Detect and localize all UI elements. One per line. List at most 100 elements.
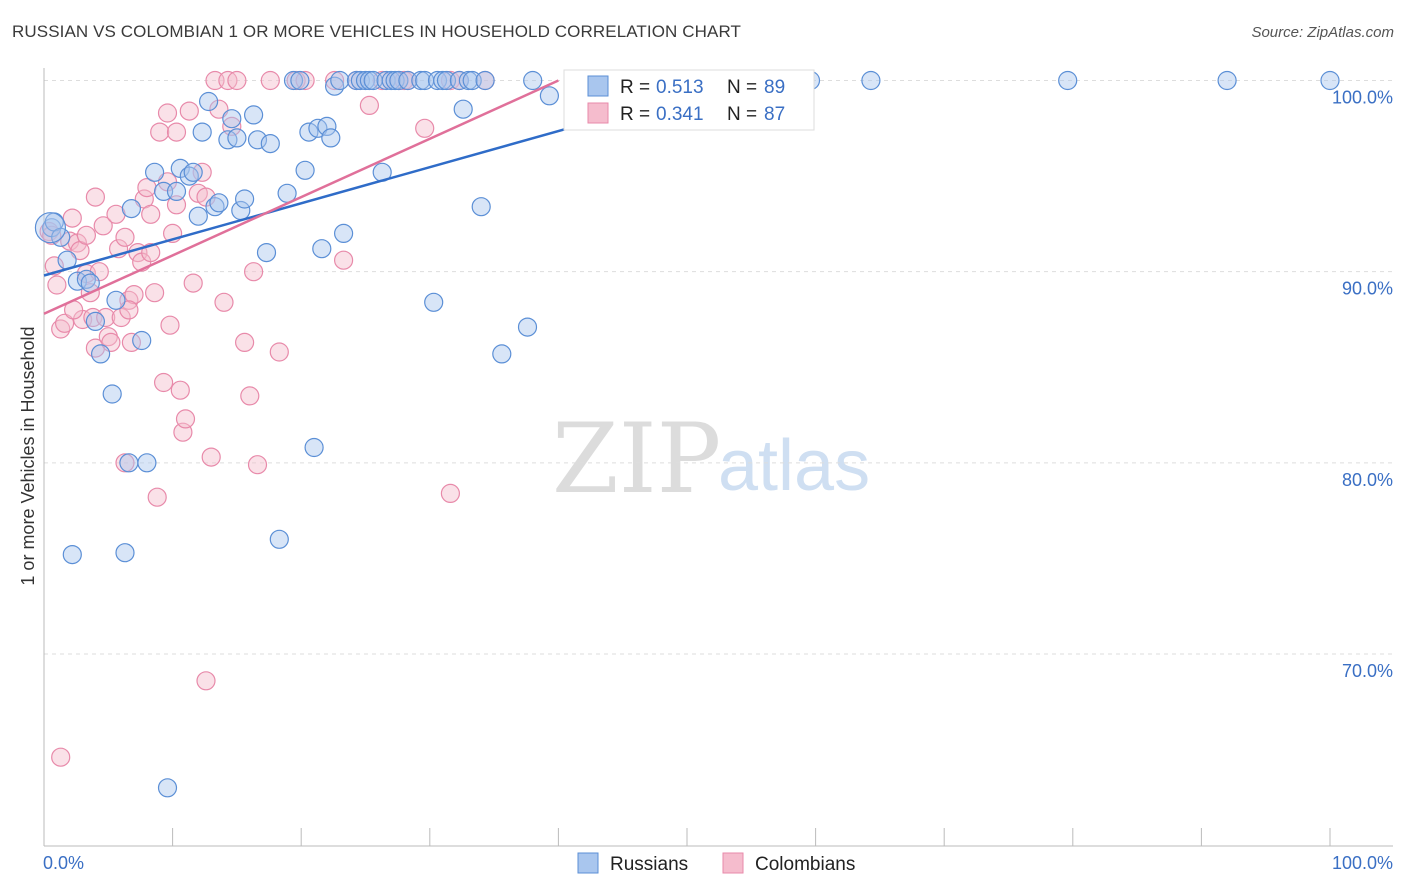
colombians-point [145,283,165,303]
russians-point [523,70,543,91]
russians-point [475,70,495,91]
colombians-point [62,208,82,228]
colombians-r-label: R = [620,104,650,125]
russians-point [269,529,289,549]
russians-point [222,109,242,129]
y-tick-label: 90.0% [1342,279,1393,299]
russians-point [183,162,203,182]
russians-point [471,197,491,217]
colombians-point [157,103,178,123]
colombians-point [244,262,264,282]
colombians-point [141,204,161,224]
russians-point [325,76,345,96]
colombians-point [214,292,234,312]
source-label: Source: ZipAtlas.com [1251,24,1394,41]
colombians-point [51,747,71,767]
legend-russians-label: Russians [610,854,688,875]
y-tick-label: 80.0% [1342,470,1393,490]
russians-point [861,70,881,91]
colombians-point [440,483,460,503]
colombians-point [154,372,174,393]
colombians-point [150,122,170,142]
colombians-point [247,455,268,475]
russians-point [1217,70,1237,91]
russians-point [227,128,247,148]
grid-lines [44,80,1393,655]
russians-point [145,162,165,182]
colombians-point [160,315,180,335]
colombians-point [196,671,216,691]
colombians-points [39,70,594,767]
russians-point [330,70,350,91]
colombians-point [359,95,379,116]
colombians-point [166,122,187,142]
russians-point [166,181,187,201]
colombians-point [175,409,196,429]
russians-point [334,223,354,243]
russians-point [137,453,157,473]
colombians-point [115,227,135,247]
colombians-point [119,300,139,320]
legend-russians-swatch [577,852,599,874]
colombians-trend-line [43,79,559,315]
russians-point [260,134,280,154]
russians-point [247,130,268,150]
legend-colombians-swatch [722,852,744,874]
russians-point [119,453,139,473]
russians-point [209,193,229,213]
colombians-point [47,275,67,295]
russians-point [283,70,304,91]
y-tick-label: 70.0% [1342,661,1393,681]
russians-r-value: 0.513 [656,77,704,98]
y-tick-labels: 70.0% 80.0% 90.0% 100.0% [1332,88,1393,682]
russians-point [492,344,512,364]
russians-point [235,189,255,209]
chart-title: RUSSIAN VS COLOMBIAN 1 OR MORE VEHICLES … [12,22,742,41]
x-tick-label-max: 100.0% [1332,853,1393,873]
russians-point [115,543,135,563]
russians-point [517,317,538,337]
stats-legend: R = 0.513 N = 89 R = 0.341 N = 87 [563,69,815,131]
colombians-r-value: 0.341 [656,104,704,125]
russians-point [192,122,212,142]
x-axis-ticks [172,828,1331,846]
y-axis-label: 1 or more Vehicles in Household [18,326,38,585]
russians-point [295,160,315,180]
colombians-point [54,313,75,333]
russians-point [188,206,208,226]
colombians-point [124,285,144,305]
colombians-n-value: 87 [764,104,785,125]
colombians-point [179,101,199,121]
russians-point [304,437,324,458]
colombians-point [111,307,131,328]
russians-swatch [587,75,609,97]
russians-point [453,99,473,119]
legend-colombians-label: Colombians [755,854,855,875]
colombians-point [76,225,97,245]
watermark-atlas: atlas [718,426,870,506]
colombians-point [201,447,221,467]
russians-point [106,290,126,310]
colombians-point [235,332,255,352]
russians-point [1320,70,1340,91]
russians-points [34,70,1340,798]
russians-point [121,199,141,219]
colombians-point [240,386,260,406]
colombians-point [96,307,116,328]
russians-point [90,344,111,364]
colombians-point [85,187,106,207]
colombians-point [166,195,187,215]
russians-n-value: 89 [764,77,785,98]
colombians-point [269,342,289,362]
russians-point [244,105,264,125]
colombians-point [295,70,315,91]
colombians-swatch [587,102,609,124]
russians-point [1058,70,1078,91]
colombians-point [227,70,247,91]
russians-point [62,544,82,565]
russians-point [539,86,560,106]
x-tick-label-min: 0.0% [43,853,84,873]
russians-point [199,91,219,112]
y-tick-label: 100.0% [1332,88,1393,108]
russians-n-label: N = [727,77,757,98]
